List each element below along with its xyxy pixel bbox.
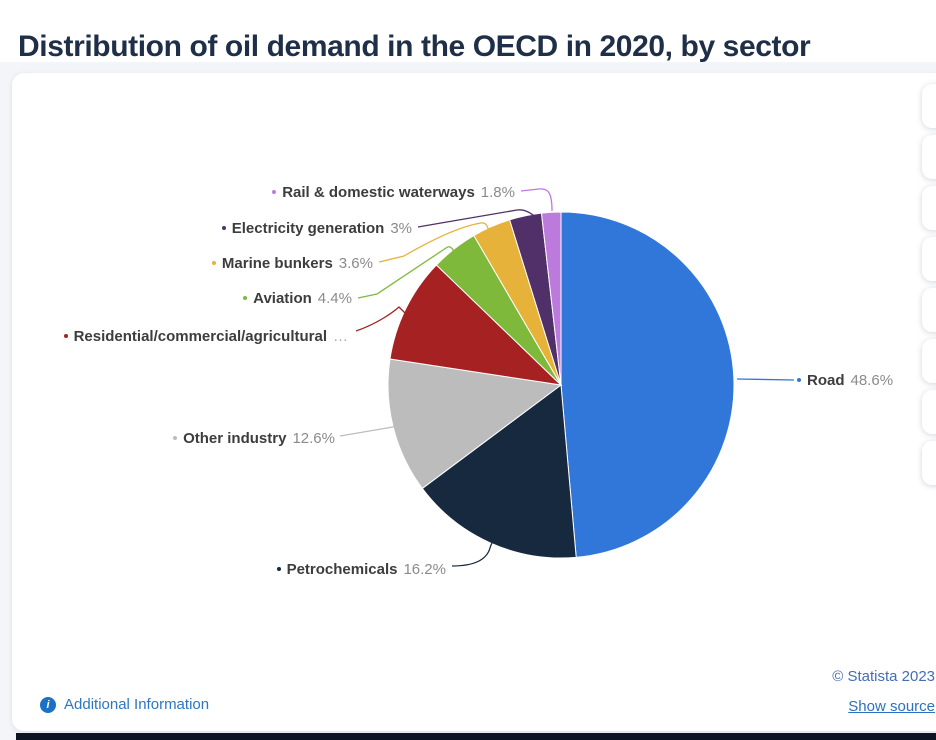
- copyright-text: © Statista 2023: [832, 668, 935, 685]
- info-icon: i: [40, 696, 56, 713]
- pie-label-bullet-icon: [272, 190, 277, 194]
- pie-label-name: Electricity generation: [231, 219, 385, 237]
- side-action-button-2[interactable]: [922, 135, 936, 179]
- pie-label-electricity-generation: Electricity generation 3%: [221, 217, 412, 239]
- pie-connector-rail-domestic-waterways: [520, 188, 553, 212]
- side-action-button-8[interactable]: [922, 441, 936, 485]
- page-title: Distribution of oil demand in the OECD i…: [18, 30, 811, 64]
- pie-label-bullet-icon: [797, 378, 801, 382]
- pie-label-name: Residential/commercial/agricultural: [73, 327, 327, 345]
- pie-label-bullet-icon: [221, 226, 226, 230]
- pie-label-value: 48.6%: [850, 371, 894, 389]
- pie-slice-road[interactable]: [560, 211, 735, 558]
- side-action-button-1[interactable]: [922, 84, 936, 128]
- additional-information-label: Additional Information: [64, 696, 210, 713]
- side-action-button-6[interactable]: [922, 339, 936, 383]
- pie-label-bullet-icon: [173, 436, 178, 440]
- pie-label-bullet-icon: [63, 334, 68, 338]
- pie-label-rail-domestic-waterways: Rail & domestic waterways 1.8%: [272, 181, 515, 203]
- pie-label-name: Marine bunkers: [221, 254, 333, 272]
- side-action-button-4[interactable]: [922, 237, 936, 281]
- pie-label-other-industry: Other industry 12.6%: [173, 427, 335, 449]
- pie-label-name: Aviation: [253, 289, 312, 307]
- pie-connector-marine-bunkers: [378, 222, 491, 263]
- pie-label-name: Other industry: [183, 429, 287, 447]
- pie-label-truncation: …: [333, 327, 348, 345]
- pie-slice-residential-commercial-agricultural[interactable]: [389, 264, 563, 386]
- pie-label-road: Road 48.6%: [797, 369, 893, 391]
- pie-label-name: Rail & domestic waterways: [282, 183, 475, 201]
- pie-connector-petrochemicals: [451, 535, 501, 567]
- pie-slice-rail-domestic-waterways[interactable]: [540, 211, 562, 386]
- pie-label-value: 1.8%: [480, 183, 515, 201]
- pie-label-value: 3%: [390, 219, 412, 237]
- pie-label-bullet-icon: [211, 261, 216, 265]
- pie-label-petrochemicals: Petrochemicals 16.2%: [276, 558, 446, 580]
- pie-label-value: 16.2%: [403, 560, 446, 578]
- pie-label-name: Petrochemicals: [286, 560, 398, 578]
- pie-label-bullet-icon: [276, 567, 281, 571]
- pie-connector-aviation: [357, 246, 457, 299]
- side-action-button-7[interactable]: [922, 390, 936, 434]
- show-source-link[interactable]: Show source: [848, 698, 935, 715]
- pie-label-residential-commercial-agricultural: Residential/commercial/agricultural …: [63, 325, 348, 347]
- pie-label-aviation: Aviation 4.4%: [243, 287, 352, 309]
- pie-slice-petrochemicals[interactable]: [421, 384, 577, 559]
- additional-information-link[interactable]: i Additional Information: [40, 696, 209, 713]
- pie-connector-other-industry: [339, 424, 404, 437]
- pie-label-value: 12.6%: [292, 429, 335, 447]
- pie-label-bullet-icon: [243, 296, 248, 300]
- pie-connector-residential-commercial-agricultural: [355, 306, 406, 332]
- pie-label-value: 3.6%: [338, 254, 373, 272]
- pie-label-value: 4.4%: [317, 289, 352, 307]
- pie-connector-road: [736, 378, 795, 381]
- side-action-button-5[interactable]: [922, 288, 936, 332]
- pie-label-name: Road: [807, 371, 845, 389]
- side-action-button-3[interactable]: [922, 186, 936, 230]
- pie-connector-electricity-generation: [417, 209, 539, 228]
- pie-label-marine-bunkers: Marine bunkers 3.6%: [211, 252, 373, 274]
- bottom-bar: [16, 733, 936, 740]
